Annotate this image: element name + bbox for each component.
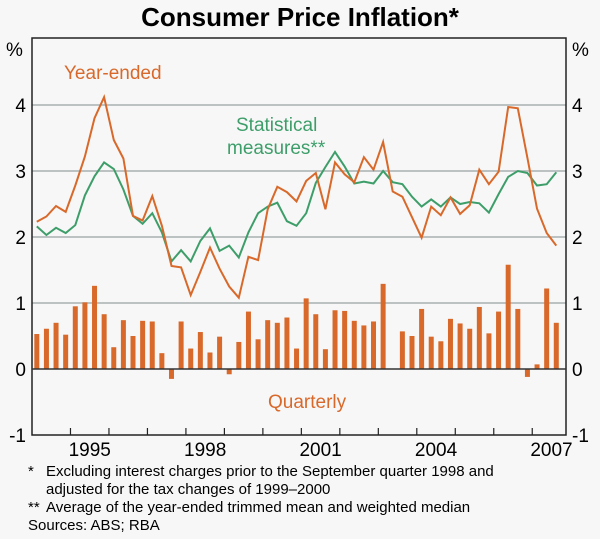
- y-tick-label-left: 0: [15, 360, 26, 381]
- footnote-1-cont: adjusted for the tax changes of 1999–200…: [28, 481, 330, 499]
- quarterly-bar: [207, 352, 213, 369]
- quarterly-bar: [236, 341, 242, 369]
- year-ended-line: [36, 93, 558, 300]
- x-tick-label: 1998: [184, 440, 226, 461]
- quarterly-bar: [428, 336, 434, 369]
- quarterly-bar: [486, 333, 492, 369]
- quarterly-bar: [92, 285, 98, 369]
- quarterly-bar: [34, 334, 40, 369]
- quarterly-bar: [294, 348, 300, 369]
- quarterly-bar: [467, 328, 473, 369]
- chart-title: Consumer Price Inflation*: [141, 2, 459, 32]
- quarterly-bar: [140, 320, 146, 369]
- quarterly-bar: [303, 298, 309, 369]
- footnote-2-mark: **: [28, 499, 40, 516]
- y-tick-label-left: 2: [15, 228, 26, 249]
- quarterly-label: Quarterly: [268, 392, 347, 413]
- quarterly-bar: [447, 318, 453, 369]
- quarterly-bar: [476, 306, 482, 369]
- footnote-1-cont-text: adjusted for the tax changes of 1999–200…: [46, 481, 331, 498]
- quarterly-bar: [245, 311, 251, 369]
- quarterly-bar: [274, 322, 280, 369]
- quarterly-bar: [284, 317, 290, 369]
- quarterly-bar: [226, 369, 232, 375]
- quarterly-bar: [178, 321, 184, 369]
- quarterly-bar: [544, 288, 550, 369]
- sources: Sources: ABS; RBA: [28, 517, 160, 534]
- quarterly-bar: [332, 310, 338, 369]
- statistical-measures-label-2: measures**: [227, 138, 326, 159]
- y-tick-label-right: 2: [572, 228, 583, 249]
- quarterly-bar: [342, 310, 348, 369]
- quarterly-bar: [217, 336, 223, 369]
- quarterly-bar: [120, 320, 126, 369]
- footnote-1-mark: *: [28, 463, 34, 480]
- footnote-2-text: Average of the year-ended trimmed mean a…: [46, 499, 471, 516]
- y-tick-label-right: 4: [572, 96, 583, 117]
- footnote-1-text: Excluding interest charges prior to the …: [46, 463, 494, 480]
- quarterly-bar: [438, 341, 444, 369]
- quarterly-bar: [351, 320, 357, 369]
- x-tick-label: 2001: [299, 440, 341, 461]
- quarterly-bar: [63, 334, 69, 369]
- footnote-2: ** Average of the year-ended trimmed mean…: [28, 499, 470, 517]
- quarterly-bar: [496, 311, 502, 369]
- quarterly-bar: [82, 302, 88, 369]
- quarterly-bar: [457, 323, 463, 369]
- quarterly-bar: [361, 325, 367, 369]
- quarterly-bar: [313, 314, 319, 369]
- quarterly-bar: [43, 328, 49, 369]
- quarterly-bar: [72, 306, 78, 369]
- x-tick-label: 2007: [530, 440, 572, 461]
- quarterly-bar: [534, 364, 540, 369]
- quarterly-bar: [101, 314, 107, 369]
- y-tick-label-right: 0: [572, 360, 583, 381]
- quarterly-bar: [515, 308, 521, 369]
- quarterly-bar: [322, 349, 328, 369]
- quarterly-bar: [111, 347, 117, 369]
- y-axis-unit-left: %: [6, 40, 23, 61]
- x-tick-label: 2004: [415, 440, 458, 461]
- y-tick-label-left: 4: [15, 96, 26, 117]
- quarterly-bar: [149, 321, 155, 369]
- quarterly-bar: [265, 320, 271, 369]
- y-axis-unit-right: %: [572, 40, 589, 61]
- y-tick-label-left: -1: [9, 426, 26, 447]
- y-tick-label-right: 1: [572, 294, 583, 315]
- quarterly-bar: [524, 369, 530, 377]
- y-tick-label-left: 3: [15, 162, 26, 183]
- statistical-measures-label: Statistical: [236, 115, 317, 136]
- y-tick-label-left: 1: [15, 294, 26, 315]
- x-tick-label: 1995: [69, 440, 111, 461]
- statistical-measures-line: [36, 150, 558, 264]
- quarterly-bar: [168, 369, 174, 379]
- quarterly-bar: [159, 353, 165, 369]
- quarterly-bar: [419, 308, 425, 369]
- quarterly-bar: [409, 336, 415, 369]
- quarterly-bar: [188, 348, 194, 369]
- quarterly-bar: [255, 339, 261, 369]
- quarterly-bar: [130, 336, 136, 369]
- y-tick-label-right: -1: [572, 426, 589, 447]
- quarterly-bar: [399, 331, 405, 369]
- quarterly-bar: [197, 332, 203, 369]
- y-tick-label-right: 3: [572, 162, 583, 183]
- quarterly-bar: [380, 283, 386, 369]
- plot-frame: [31, 37, 567, 436]
- quarterly-bar: [53, 322, 59, 369]
- quarterly-bar: [505, 264, 511, 369]
- year-ended-label: Year-ended: [64, 63, 162, 84]
- quarterly-bar: [371, 321, 377, 369]
- footnote-1: * Excluding interest charges prior to the…: [28, 463, 494, 481]
- quarterly-bar: [553, 322, 559, 369]
